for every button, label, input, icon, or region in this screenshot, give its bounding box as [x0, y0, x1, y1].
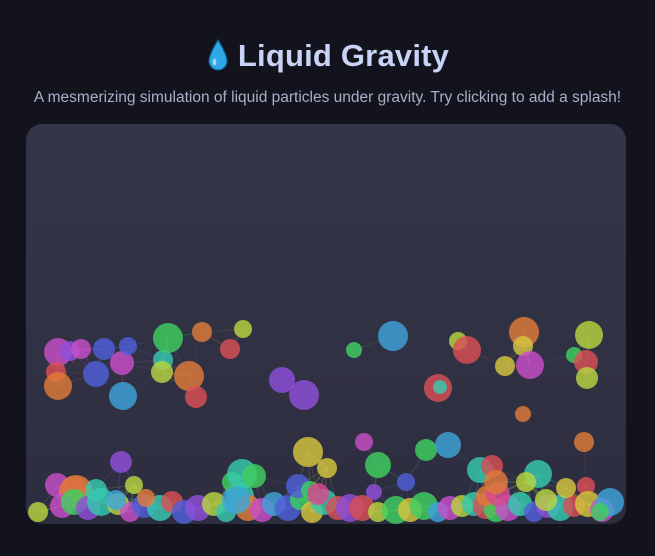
- particle: [355, 433, 373, 451]
- water-drop-icon: [208, 38, 228, 71]
- particle: [577, 477, 595, 495]
- particle: [222, 486, 250, 514]
- particle: [575, 321, 603, 349]
- particle: [44, 372, 72, 400]
- particle-field[interactable]: [26, 124, 626, 524]
- particle: [495, 356, 515, 376]
- particle: [151, 361, 173, 383]
- particle: [513, 336, 533, 356]
- page-title: Liquid Gravity: [237, 38, 450, 73]
- particle: [317, 458, 337, 478]
- particle: [576, 367, 598, 389]
- particle: [516, 351, 544, 379]
- particle: [137, 489, 155, 507]
- particle: [365, 452, 391, 478]
- particle: [28, 502, 48, 522]
- particle: [185, 386, 207, 408]
- particle: [453, 336, 481, 364]
- particle: [83, 361, 109, 387]
- particle: [106, 490, 126, 510]
- header: Liquid Gravity: [0, 34, 655, 78]
- particle: [397, 473, 415, 491]
- particle: [433, 380, 447, 394]
- particle: [93, 338, 115, 360]
- particle: [307, 483, 329, 505]
- particle: [125, 476, 143, 494]
- page-subtitle: A mesmerizing simulation of liquid parti…: [33, 89, 622, 106]
- particle: [174, 361, 204, 391]
- particle: [591, 503, 609, 521]
- particle: [109, 382, 137, 410]
- particle: [234, 320, 252, 338]
- particle: [516, 472, 536, 492]
- particle: [242, 464, 266, 488]
- particle: [574, 432, 594, 452]
- particle: [378, 321, 408, 351]
- particle: [119, 337, 137, 355]
- particle: [484, 470, 508, 494]
- particle: [220, 339, 240, 359]
- particle: [110, 451, 132, 473]
- particle: [110, 351, 134, 375]
- particle: [269, 367, 295, 393]
- particle: [515, 406, 531, 422]
- particle: [153, 323, 183, 353]
- particle: [346, 342, 362, 358]
- particles: [28, 317, 624, 524]
- particle: [85, 479, 107, 501]
- particle: [71, 339, 91, 359]
- particle: [535, 489, 557, 511]
- particle: [289, 380, 319, 410]
- particle: [556, 478, 576, 498]
- particle: [192, 322, 212, 342]
- particle: [574, 350, 598, 374]
- particle: [293, 437, 323, 467]
- particle: [415, 439, 437, 461]
- particle: [366, 484, 382, 500]
- simulation-canvas[interactable]: [26, 124, 626, 524]
- particle: [435, 432, 461, 458]
